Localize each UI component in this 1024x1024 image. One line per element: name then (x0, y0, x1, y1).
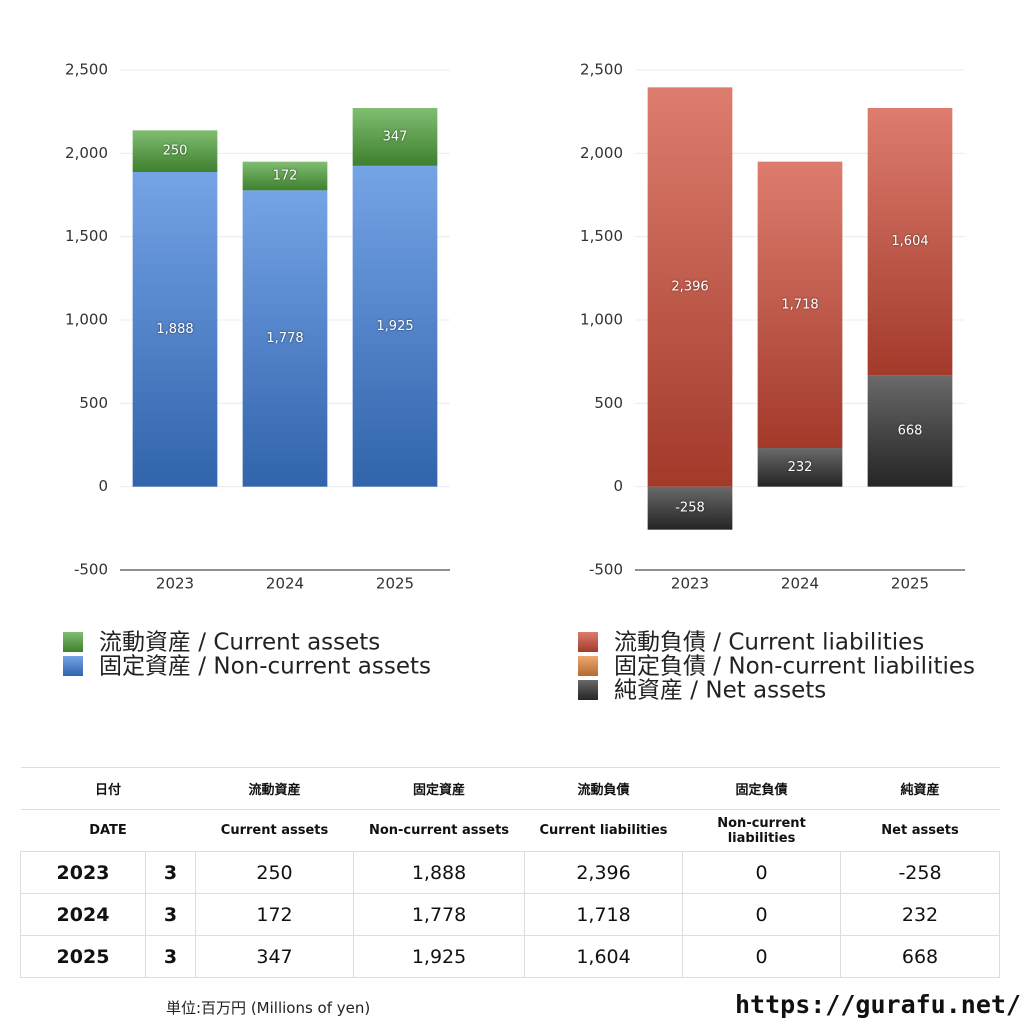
table-cell: Non-current assets (353, 809, 525, 852)
y-tick-label: 2,000 (580, 144, 623, 162)
table-cell: 0 (682, 851, 842, 894)
table-cell: 1,888 (353, 851, 526, 894)
y-tick-label: -500 (589, 561, 623, 579)
y-tick-label: 0 (98, 477, 108, 495)
table-cell: Non-current liabilities (682, 809, 841, 852)
x-tick-label: 2025 (376, 575, 414, 593)
table-cell: -258 (840, 851, 1001, 894)
legend-label: 純資産 / Net assets (614, 678, 826, 704)
site-url: https://gurafu.net/ (735, 990, 1021, 1019)
value-label: 1,718 (781, 297, 818, 312)
legend-swatch (578, 680, 598, 700)
x-tick-label: 2025 (891, 575, 929, 593)
y-tick-label: 1,500 (65, 227, 108, 245)
bar-segment (352, 108, 438, 166)
table-cell: 3 (144, 851, 197, 894)
data-row: 2023 3 250 1,888 2,396 0 -258 (20, 851, 1001, 894)
x-tick-label: 2023 (156, 575, 194, 593)
bar-segment (352, 165, 438, 487)
value-label: 232 (788, 460, 813, 475)
charts: -500 0 500 1,000 1,500 2,000 2,500 2023 1,888 250… (63, 61, 975, 704)
y-tick-label: 500 (594, 394, 623, 412)
legend-label: 流動資産 / Current assets (99, 630, 380, 656)
bar-segment (242, 161, 328, 191)
legend-swatch (578, 656, 598, 676)
bar-segment (132, 130, 218, 172)
y-tick-label: 1,000 (65, 311, 108, 329)
legend-swatch (578, 632, 598, 652)
header-row: DATE Current assets Non-current assets Curr… (20, 809, 1000, 852)
table-cell: 3 (144, 935, 197, 978)
bar-segment (867, 108, 953, 376)
legend-swatch (63, 632, 83, 652)
table-cell: 2025 (20, 935, 146, 978)
table-cell: 1,778 (353, 893, 526, 936)
value-label: -258 (675, 501, 705, 516)
table-cell: 250 (195, 851, 355, 894)
table-cell: 3 (144, 893, 197, 936)
bar-segment (647, 486, 733, 530)
table-cell: 172 (195, 893, 355, 936)
value-label: 1,778 (266, 331, 303, 346)
header-row: 日付 流動資産 固定資産 流動負債 固定負債 純資産 (20, 767, 1000, 810)
y-tick-label: 2,000 (65, 144, 108, 162)
y-tick-label: 1,500 (580, 227, 623, 245)
table-cell: 668 (840, 935, 1001, 978)
table-cell: 232 (840, 893, 1001, 936)
table-cell: Current assets (195, 809, 354, 852)
table-cell: DATE (20, 809, 196, 852)
value-label: 2,396 (671, 280, 708, 295)
legend-swatch (63, 656, 83, 676)
table-cell: Current liabilities (524, 809, 683, 852)
table-cell: 0 (682, 893, 842, 936)
y-tick-label: 0 (613, 477, 623, 495)
table-cell: 2,396 (524, 851, 684, 894)
x-tick-label: 2024 (781, 575, 819, 593)
value-label: 250 (163, 144, 188, 159)
y-tick-label: 2,500 (65, 61, 108, 79)
table-cell: 347 (195, 935, 355, 978)
bar-segment (867, 375, 953, 487)
table-cell: 1,718 (524, 893, 684, 936)
table-cell: 2023 (20, 851, 146, 894)
x-tick-label: 2023 (671, 575, 709, 593)
table-cell: 1,604 (524, 935, 684, 978)
bar-segment (757, 448, 843, 487)
y-tick-label: 500 (79, 394, 108, 412)
y-tick-label: 1,000 (580, 311, 623, 329)
data-row: 2024 3 172 1,778 1,718 0 232 (20, 893, 1001, 936)
x-tick-label: 2024 (266, 575, 304, 593)
table-cell: 0 (682, 935, 842, 978)
table-cell: 1,925 (353, 935, 526, 978)
value-label: 1,925 (376, 319, 413, 334)
unit-note: 単位:百万円 (Millions of yen) (166, 999, 371, 1017)
table-cell: 2024 (20, 893, 146, 936)
value-label: 347 (383, 129, 408, 144)
table-cell: 固定負債 (682, 767, 841, 810)
legend-label: 固定資産 / Non-current assets (99, 654, 431, 680)
y-tick-label: -500 (74, 561, 108, 579)
value-label: 1,888 (156, 322, 193, 337)
table-cell: 固定資産 (353, 767, 525, 810)
data-table: 日付 流動資産 固定資産 流動負債 固定負債 純資産 DATE Current assets N… (20, 767, 1001, 978)
table-cell: 日付 (20, 767, 196, 810)
bar-segment (242, 190, 328, 487)
bar-segment (132, 172, 218, 487)
table-cell: Net assets (840, 809, 1000, 852)
bar-segment (647, 87, 733, 487)
bar-segment (757, 161, 843, 448)
value-label: 668 (898, 424, 923, 439)
data-row: 2025 3 347 1,925 1,604 0 668 (20, 935, 1001, 978)
table-cell: 純資産 (840, 767, 1000, 810)
value-label: 172 (273, 169, 298, 184)
value-label: 1,604 (891, 234, 928, 249)
legend-label: 固定負債 / Non-current liabilities (614, 654, 975, 680)
table-cell: 流動資産 (195, 767, 354, 810)
legend-label: 流動負債 / Current liabilities (614, 630, 924, 656)
y-tick-label: 2,500 (580, 61, 623, 79)
table-cell: 流動負債 (524, 767, 683, 810)
